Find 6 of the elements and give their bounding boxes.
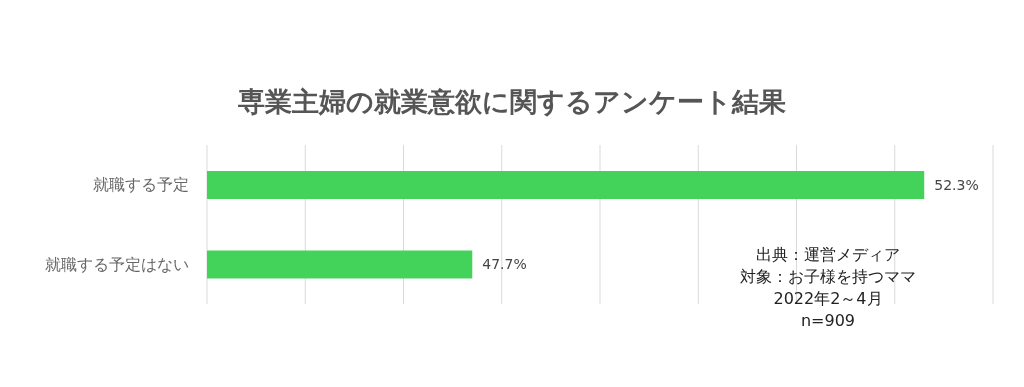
data-label: 47.7% bbox=[482, 256, 527, 273]
data-label: 52.3% bbox=[934, 176, 979, 193]
y-tick-label: 就職する予定 bbox=[93, 175, 189, 195]
y-tick-label: 就職する予定はない bbox=[45, 254, 189, 274]
source-note: 出典：運営メディア 対象：お子様を持つママ 2022年2～4月 n=909 bbox=[739, 244, 917, 332]
chart-title: 専業主婦の就業意欲に関するアンケート結果 bbox=[237, 85, 787, 119]
